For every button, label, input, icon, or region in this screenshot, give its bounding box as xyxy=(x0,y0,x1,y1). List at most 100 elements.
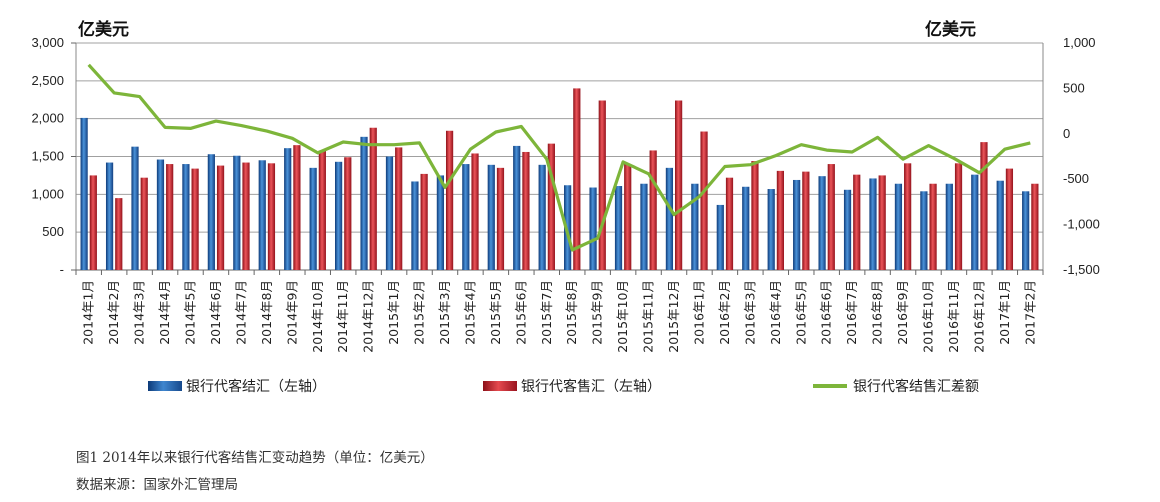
x-tick-label: 2015年7月 xyxy=(539,280,554,345)
bar-sale xyxy=(89,175,97,270)
left-tick-label: 2,000 xyxy=(31,111,64,126)
legend-label-diff: 银行代客结售汇差额 xyxy=(853,379,979,395)
legend-item-settlement: 银行代客结汇（左轴） xyxy=(148,376,326,396)
combo-chart: -5001,0001,5002,0002,5003,000-1,500-1,00… xyxy=(31,35,1100,353)
bar-settlement xyxy=(742,186,750,270)
bar-settlement xyxy=(843,189,852,270)
bar-settlement xyxy=(487,164,495,270)
bar-settlement xyxy=(640,183,648,270)
x-tick-label: 2016年10月 xyxy=(920,280,935,353)
bar-sale xyxy=(166,164,174,270)
legend-label-settlement: 银行代客结汇（左轴） xyxy=(186,379,326,395)
x-tick-label: 2016年2月 xyxy=(717,280,732,345)
bar-sale xyxy=(624,164,632,270)
bar-sale xyxy=(573,88,581,271)
legend-item-sale: 银行代客售汇（左轴） xyxy=(483,376,661,396)
x-tick-label: 2014年12月 xyxy=(361,280,376,353)
bar-settlement xyxy=(284,148,292,270)
bar-settlement xyxy=(233,155,241,270)
bar-sale xyxy=(649,150,657,270)
bar-settlement xyxy=(207,154,215,270)
bar-sale xyxy=(980,142,988,270)
x-tick-label: 2017年2月 xyxy=(1022,280,1037,345)
x-tick-label: 2015年9月 xyxy=(590,280,605,345)
bar-settlement xyxy=(411,181,419,270)
legend-swatch-settlement xyxy=(148,381,182,391)
legend-swatch-sale xyxy=(483,381,517,391)
bar-sale xyxy=(318,150,326,270)
bar-sale xyxy=(445,130,454,270)
x-tick-label: 2014年11月 xyxy=(335,280,350,353)
bar-settlement xyxy=(971,174,979,270)
x-tick-label: 2014年7月 xyxy=(233,280,248,345)
bar-sale xyxy=(598,100,606,270)
bar-settlement xyxy=(1022,191,1030,270)
bar-settlement xyxy=(462,164,470,270)
bar-settlement xyxy=(920,191,928,270)
left-tick-label: 1,000 xyxy=(31,186,64,201)
x-tick-label: 2016年6月 xyxy=(819,280,834,345)
data-source: 数据来源：国家外汇管理局 xyxy=(76,477,238,493)
bar-settlement xyxy=(385,156,394,270)
bar-settlement xyxy=(665,167,674,270)
x-tick-label: 2015年10月 xyxy=(615,280,630,353)
legend-label-sale: 银行代客售汇（左轴） xyxy=(521,379,661,395)
x-tick-label: 2014年6月 xyxy=(208,280,223,345)
right-tick-label: -1,500 xyxy=(1063,262,1100,277)
x-tick-label: 2014年1月 xyxy=(81,280,96,345)
x-tick-label: 2016年1月 xyxy=(691,280,706,345)
bar-settlement xyxy=(869,178,877,270)
x-tick-label: 2017年1月 xyxy=(997,280,1012,345)
left-tick-label: 2,500 xyxy=(31,73,64,88)
left-tick-label: - xyxy=(60,262,64,277)
bar-settlement xyxy=(589,187,597,270)
x-tick-label: 2015年4月 xyxy=(462,280,477,345)
bar-sale xyxy=(242,162,250,270)
x-tick-label: 2015年8月 xyxy=(564,280,579,345)
bar-sale xyxy=(878,175,886,270)
x-tick-label: 2015年2月 xyxy=(412,280,427,345)
bar-sale xyxy=(344,157,352,270)
right-tick-label: 500 xyxy=(1063,80,1085,95)
x-tick-label: 2014年2月 xyxy=(106,280,121,345)
bar-sale xyxy=(547,143,555,270)
x-tick-label: 2015年12月 xyxy=(666,280,681,353)
x-tick-label: 2015年11月 xyxy=(641,280,656,353)
bar-sale xyxy=(115,198,123,270)
right-tick-label: 0 xyxy=(1063,126,1070,141)
bar-settlement xyxy=(309,167,317,270)
x-tick-label: 2014年8月 xyxy=(259,280,274,345)
bar-settlement xyxy=(716,204,724,270)
bar-sale xyxy=(904,163,912,270)
bar-settlement xyxy=(182,164,190,270)
bar-settlement xyxy=(945,183,953,270)
x-tick-label: 2016年9月 xyxy=(895,280,910,345)
bar-sale xyxy=(369,127,377,270)
bar-sale xyxy=(802,171,810,270)
x-tick-label: 2016年4月 xyxy=(768,280,783,345)
x-tick-label: 2015年5月 xyxy=(488,280,503,345)
bar-sale xyxy=(420,173,428,270)
x-tick-label: 2016年8月 xyxy=(870,280,885,345)
bar-sale xyxy=(140,177,148,270)
bar-settlement xyxy=(334,161,343,270)
x-tick-label: 2016年7月 xyxy=(844,280,859,345)
bar-settlement xyxy=(767,189,775,270)
bar-sale xyxy=(522,151,530,270)
x-tick-label: 2016年12月 xyxy=(971,280,986,353)
x-tick-label: 2014年10月 xyxy=(310,280,325,353)
bar-sale xyxy=(700,131,708,270)
x-tick-label: 2014年3月 xyxy=(132,280,147,345)
left-tick-label: 1,500 xyxy=(31,149,64,164)
bar-sale xyxy=(751,161,759,270)
x-tick-label: 2014年4月 xyxy=(157,280,172,345)
bar-sale xyxy=(827,164,835,270)
bar-settlement xyxy=(105,162,114,270)
bar-sale xyxy=(929,183,937,270)
bar-settlement xyxy=(513,145,521,270)
legend-swatch-diff xyxy=(813,384,847,388)
right-tick-label: -500 xyxy=(1063,171,1089,186)
right-tick-label: 1,000 xyxy=(1063,35,1096,50)
bar-sale xyxy=(1031,183,1039,270)
bar-settlement xyxy=(996,180,1004,270)
